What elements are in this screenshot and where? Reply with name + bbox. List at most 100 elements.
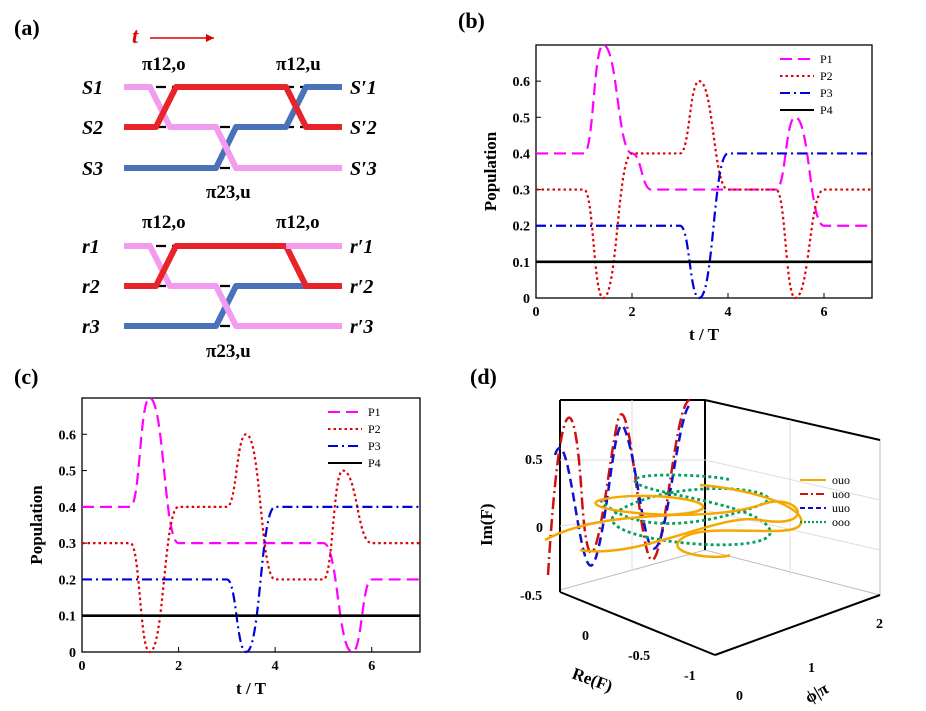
- node-right-3: r′3: [350, 316, 373, 338]
- y-tick-label: 0.5: [513, 111, 531, 126]
- curve-ouo: [676, 483, 803, 559]
- top-edge-line: [704, 399, 881, 441]
- legend-text: uoo: [832, 487, 850, 501]
- path-pink: [124, 84, 342, 171]
- path-blue: [124, 84, 342, 171]
- axis-label-z: Im(F): [477, 504, 496, 546]
- legend-text: P4: [820, 103, 833, 117]
- diagram-top: S1 S2 S3 S′1 S′2 S′3 π12,o π12,u π23,u: [82, 54, 377, 203]
- x-tick-label: 6: [368, 659, 375, 674]
- y-axis-label: Population: [27, 485, 46, 565]
- node-left-1: S1: [82, 77, 103, 99]
- path-red: [124, 243, 342, 289]
- node-left-1: r1: [82, 236, 100, 258]
- series-line: [82, 505, 420, 654]
- y-axis-label: Population: [481, 131, 500, 211]
- x-tick-label: 0: [533, 305, 540, 320]
- x-axis-line: [559, 591, 716, 656]
- chart-d: 0.5 0 -0.5 Im(F) 0 -0.5 -1 Re(F) 0 1 2 ϕ…: [477, 398, 883, 707]
- node-right-1: r′1: [350, 236, 373, 258]
- tick-label: 1: [808, 661, 815, 676]
- panel-c-label: (c): [14, 364, 38, 389]
- x-tick-label: 2: [175, 659, 182, 674]
- side-wall: [704, 399, 881, 596]
- axis-label-x: Re(F): [570, 664, 616, 696]
- plot-frame: [535, 44, 873, 299]
- node-left-3: r3: [82, 316, 100, 338]
- y-tick-label: 0.5: [59, 465, 77, 480]
- y-tick-label: 0.1: [513, 256, 531, 271]
- legend-text: ouo: [832, 473, 850, 487]
- x-tick-label: 0: [79, 659, 86, 674]
- phi-axis-line: [714, 594, 881, 656]
- x-tick-label: 4: [725, 305, 732, 320]
- plot-frame: [81, 397, 421, 653]
- tick-label: 0: [536, 521, 543, 536]
- legend-text: P1: [368, 405, 381, 419]
- legend-text: uuo: [832, 501, 850, 515]
- node-left-2: S2: [82, 117, 103, 139]
- y-tick-label: 0.6: [59, 428, 77, 443]
- pulse-label: π23,u: [206, 182, 251, 203]
- chart-b: 0 2 4 6 0 0.1 0.2 0.3 0.4 0.5 0.6 t / T Population P1…: [481, 43, 873, 344]
- tick-label: -0.5: [628, 649, 650, 664]
- legend-text: P4: [368, 456, 381, 470]
- legend-text: P1: [820, 52, 833, 66]
- tick-label: 2: [876, 617, 883, 632]
- legend-text: P3: [368, 439, 381, 453]
- legend-text: P3: [820, 86, 833, 100]
- node-right-2: r′2: [350, 276, 373, 298]
- x-axis-label: t / T: [236, 679, 267, 698]
- node-left-3: S3: [82, 158, 103, 180]
- panel-d-label: (d): [470, 364, 497, 389]
- tick-label: 0.5: [525, 453, 543, 468]
- y-tick-label: 0.4: [59, 501, 77, 516]
- x-tick-label: 6: [821, 305, 828, 320]
- series-line: [536, 152, 872, 300]
- path-red: [124, 84, 342, 130]
- y-tick-label: 0.2: [513, 220, 531, 235]
- tick-label: 0: [582, 629, 589, 644]
- panel-a-diagram: (a) t S1 S2 S3 S′1 S′2 S′3 π12,o π12,u π…: [14, 15, 377, 362]
- time-arrow-head: [206, 34, 214, 42]
- node-right-3: S′3: [350, 158, 377, 180]
- x-axis-label: t / T: [689, 325, 720, 344]
- y-tick-label: 0: [523, 292, 530, 307]
- series-line: [536, 80, 872, 300]
- legend-d: ouo uoo uuo ooo: [800, 473, 850, 529]
- y-tick-label: 0.4: [513, 147, 531, 162]
- y-tick-label: 0.3: [513, 184, 531, 199]
- node-left-2: r2: [82, 276, 100, 298]
- node-right-1: S′1: [350, 77, 377, 99]
- legend-text: P2: [368, 422, 381, 436]
- y-tick-label: 0.6: [513, 75, 531, 90]
- y-tick-label: 0: [69, 646, 76, 661]
- pulse-label: π12,o: [142, 54, 186, 75]
- legend-text: ooo: [832, 515, 850, 529]
- chart-c: 0 2 4 6 0 0.1 0.2 0.3 0.4 0.5 0.6 t / T Population P1…: [27, 396, 421, 698]
- curve-uuo: [553, 403, 691, 567]
- pulse-label: π12,o: [276, 212, 320, 233]
- series-line: [82, 433, 420, 654]
- panel-a-label: (a): [14, 15, 40, 40]
- panel-b-label: (b): [458, 8, 485, 33]
- y-tick-label: 0.2: [59, 573, 77, 588]
- node-right-2: S′2: [350, 117, 377, 139]
- pulse-label: π23,u: [206, 341, 251, 362]
- y-tick-label: 0.1: [59, 610, 77, 625]
- legend-text: P2: [820, 69, 833, 83]
- curve-uoo: [546, 398, 691, 576]
- grid-line: [704, 459, 881, 501]
- curve-ouo: [544, 494, 800, 553]
- x-tick-label: 4: [272, 659, 279, 674]
- tick-label: 0: [736, 689, 743, 704]
- tick-label: -1: [684, 669, 696, 684]
- series-line: [82, 396, 420, 654]
- series-line: [536, 43, 872, 227]
- path-pink: [124, 243, 342, 329]
- diagram-bottom: r1 r2 r3 r′1 r′2 r′3 π12,o π12,o π23,u: [82, 212, 373, 362]
- time-label: t: [132, 23, 139, 48]
- axis-label-phi: ϕ|π: [802, 678, 833, 707]
- pulse-label: π12,o: [142, 212, 186, 233]
